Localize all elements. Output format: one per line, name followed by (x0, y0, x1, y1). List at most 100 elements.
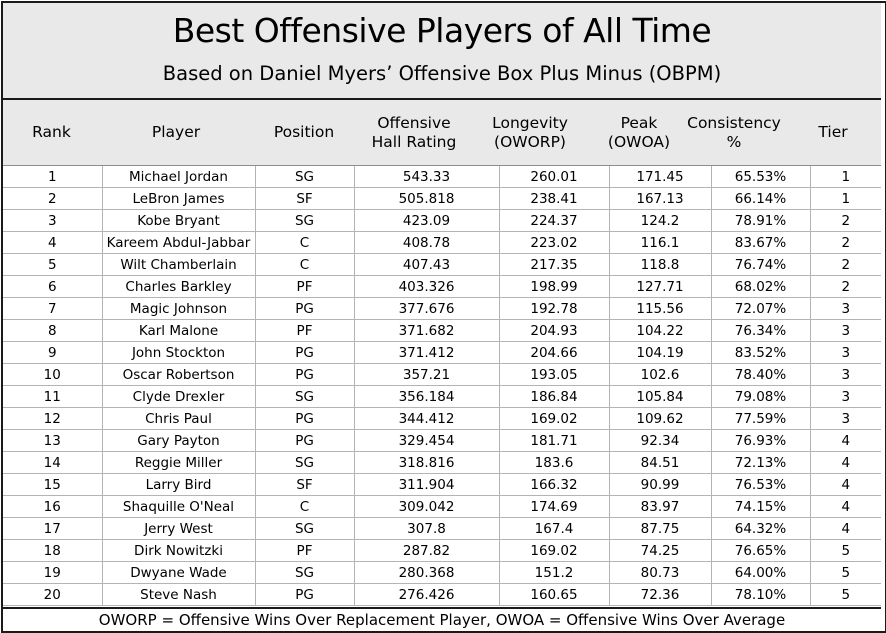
tier-cell: 1 (810, 187, 881, 210)
peak-cell: 104.22 (609, 319, 712, 342)
hall-rating-cell: 357.21 (354, 363, 500, 386)
tier-cell: 4 (810, 429, 881, 452)
rank-cell: 2 (3, 187, 103, 210)
position-cell: C (255, 231, 355, 254)
peak-cell: 109.62 (609, 407, 712, 430)
table-body: 1 Michael Jordan SG 543.33 260.01 171.45 65.53… (3, 166, 881, 606)
hall-rating-cell: 344.412 (354, 407, 500, 430)
rank-cell: 20 (3, 583, 103, 606)
position-cell: SG (255, 209, 355, 232)
longevity-cell: 198.99 (499, 275, 610, 298)
position-cell: SF (255, 473, 355, 496)
hall-rating-cell: 356.184 (354, 385, 500, 408)
consistency-cell: 78.91% (711, 209, 811, 232)
longevity-cell: 260.01 (499, 166, 610, 188)
peak-cell: 90.99 (609, 473, 712, 496)
position-cell: PG (255, 429, 355, 452)
consistency-cell: 83.52% (711, 341, 811, 364)
consistency-cell: 76.53% (711, 473, 811, 496)
rank-cell: 11 (3, 385, 103, 408)
consistency-cell: 72.13% (711, 451, 811, 474)
rank-cell: 18 (3, 539, 103, 562)
tier-cell: 5 (810, 561, 881, 584)
consistency-cell: 68.02% (711, 275, 811, 298)
longevity-cell: 204.93 (499, 319, 610, 342)
table-row: 13 Gary Payton PG 329.454 181.71 92.34 76.93% 4 (3, 429, 881, 452)
peak-cell: 124.2 (609, 209, 712, 232)
player-cell: Oscar Robertson (102, 363, 256, 386)
rank-cell: 16 (3, 495, 103, 518)
player-cell: Magic Johnson (102, 297, 256, 320)
tier-cell: 3 (810, 363, 881, 386)
table-row: 16 Shaquille O'Neal C 309.042 174.69 83.97 74.… (3, 495, 881, 518)
column-header-rank: Rank (32, 123, 71, 141)
longevity-cell: 166.32 (499, 473, 610, 496)
player-cell: Clyde Drexler (102, 385, 256, 408)
table-row: 3 Kobe Bryant SG 423.09 224.37 124.2 78.91% 2 (3, 209, 881, 232)
player-cell: Michael Jordan (102, 166, 256, 188)
player-cell: John Stockton (102, 341, 256, 364)
peak-cell: 102.6 (609, 363, 712, 386)
column-header-player: Player (151, 123, 201, 141)
peak-cell: 171.45 (609, 166, 712, 188)
hall-rating-cell: 377.676 (354, 297, 500, 320)
peak-cell: 80.73 (609, 561, 712, 584)
hall-rating-cell: 329.454 (354, 429, 500, 452)
tier-cell: 3 (810, 407, 881, 430)
tier-cell: 5 (810, 583, 881, 606)
rank-cell: 19 (3, 561, 103, 584)
peak-cell: 105.84 (609, 385, 712, 408)
longevity-cell: 186.84 (499, 385, 610, 408)
table-row: 14 Reggie Miller SG 318.816 183.6 84.51 72.13%… (3, 451, 881, 474)
rank-cell: 7 (3, 297, 103, 320)
longevity-cell: 238.41 (499, 187, 610, 210)
player-cell: Jerry West (102, 517, 256, 540)
position-cell: PG (255, 363, 355, 386)
column-header-consistency: Consistency % (687, 113, 781, 151)
tier-cell: 4 (810, 451, 881, 474)
table-row: 2 LeBron James SF 505.818 238.41 167.13 66.14%… (3, 187, 881, 210)
longevity-cell: 217.35 (499, 253, 610, 276)
longevity-cell: 204.66 (499, 341, 610, 364)
peak-cell: 167.13 (609, 187, 712, 210)
hall-rating-cell: 505.818 (354, 187, 500, 210)
player-cell: Dwyane Wade (102, 561, 256, 584)
rank-cell: 10 (3, 363, 103, 386)
consistency-cell: 78.40% (711, 363, 811, 386)
tier-cell: 4 (810, 517, 881, 540)
table-row: 15 Larry Bird SF 311.904 166.32 90.99 76.53% 4 (3, 473, 881, 496)
player-cell: Karl Malone (102, 319, 256, 342)
position-cell: PG (255, 297, 355, 320)
position-cell: SG (255, 451, 355, 474)
chart-subtitle: Based on Daniel Myers’ Offensive Box Plu… (162, 62, 722, 85)
player-cell: Reggie Miller (102, 451, 256, 474)
tier-cell: 3 (810, 341, 881, 364)
peak-cell: 115.56 (609, 297, 712, 320)
hall-rating-cell: 403.326 (354, 275, 500, 298)
table-row: 8 Karl Malone PF 371.682 204.93 104.22 76.34% 3 (3, 319, 881, 342)
hall-rating-cell: 371.412 (354, 341, 500, 364)
peak-cell: 104.19 (609, 341, 712, 364)
hall-rating-cell: 408.78 (354, 231, 500, 254)
player-cell: Steve Nash (102, 583, 256, 606)
consistency-cell: 79.08% (711, 385, 811, 408)
column-header-hall-rating: Offensive Hall Rating (371, 113, 457, 151)
table-row: 10 Oscar Robertson PG 357.21 193.05 102.6 78.4… (3, 363, 881, 386)
table-row: 1 Michael Jordan SG 543.33 260.01 171.45 65.53… (3, 166, 881, 188)
rank-cell: 1 (3, 166, 103, 188)
column-header-longevity: Longevity (OWORP) (492, 113, 568, 151)
peak-cell: 92.34 (609, 429, 712, 452)
column-header-peak: Peak (OWOA) (607, 113, 671, 151)
position-cell: PF (255, 539, 355, 562)
table-row: 19 Dwyane Wade SG 280.368 151.2 80.73 64.00% 5 (3, 561, 881, 584)
consistency-cell: 76.34% (711, 319, 811, 342)
consistency-cell: 66.14% (711, 187, 811, 210)
longevity-cell: 223.02 (499, 231, 610, 254)
consistency-cell: 83.67% (711, 231, 811, 254)
hall-rating-cell: 311.904 (354, 473, 500, 496)
longevity-cell: 193.05 (499, 363, 610, 386)
consistency-cell: 64.00% (711, 561, 811, 584)
chart-title: Best Offensive Players of All Time (172, 11, 712, 50)
table-row: 5 Wilt Chamberlain C 407.43 217.35 118.8 76.74… (3, 253, 881, 276)
tier-cell: 3 (810, 297, 881, 320)
